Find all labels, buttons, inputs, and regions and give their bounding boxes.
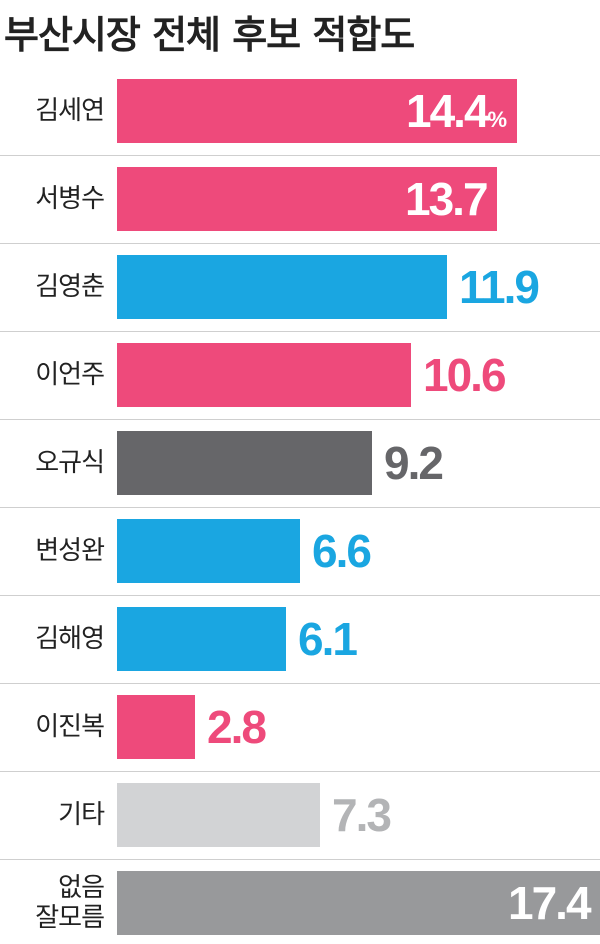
data-label: 13.7 [405, 167, 489, 231]
category-label: 오규식 [35, 448, 105, 478]
category-label: 변성완 [35, 536, 105, 566]
data-label-value: 11.9 [459, 261, 540, 313]
row-divider [0, 331, 600, 332]
bar [117, 607, 286, 671]
data-label-value: 17.4 [508, 877, 592, 929]
bar [117, 255, 447, 319]
bar [117, 343, 411, 407]
row-divider [0, 243, 600, 244]
bar [117, 871, 600, 935]
category-label: 없음 잘모름 [35, 873, 105, 933]
bar [117, 783, 320, 847]
bar [117, 519, 300, 583]
data-label-value: 6.6 [312, 525, 372, 577]
row-divider [0, 683, 600, 684]
data-label: 9.2 [384, 431, 444, 495]
data-label-value: 9.2 [384, 437, 444, 489]
bar [117, 431, 372, 495]
data-label-value: 10.6 [423, 349, 507, 401]
unit-label: % [487, 107, 508, 132]
bar [117, 167, 497, 231]
row-divider [0, 155, 600, 156]
row-divider [0, 419, 600, 420]
row-divider [0, 771, 600, 772]
category-label: 김세연 [35, 96, 105, 126]
row-divider [0, 507, 600, 508]
bar [117, 695, 195, 759]
category-label: 김해영 [35, 624, 105, 654]
chart-title: 부산시장 전체 후보 적합도 [4, 13, 415, 57]
data-label: 2.8 [207, 695, 267, 759]
data-label: 11.9 [459, 255, 540, 319]
data-label: 14.4% [406, 79, 507, 143]
bar [117, 79, 517, 143]
category-label: 기타 [58, 800, 105, 830]
category-label: 이진복 [35, 712, 105, 742]
category-label: 서병수 [35, 184, 105, 214]
row-divider [0, 595, 600, 596]
data-label: 7.3 [332, 783, 392, 847]
data-label: 6.1 [298, 607, 358, 671]
category-label: 이언주 [35, 360, 105, 390]
category-label: 김영춘 [35, 272, 105, 302]
data-label: 6.6 [312, 519, 372, 583]
data-label: 17.4 [508, 871, 592, 935]
row-divider [0, 859, 600, 860]
data-label-value: 14.4 [406, 85, 490, 137]
data-label: 10.6 [423, 343, 507, 407]
data-label-value: 7.3 [332, 789, 392, 841]
data-label-value: 13.7 [405, 173, 489, 225]
data-label-value: 2.8 [207, 701, 267, 753]
data-label-value: 6.1 [298, 613, 358, 665]
